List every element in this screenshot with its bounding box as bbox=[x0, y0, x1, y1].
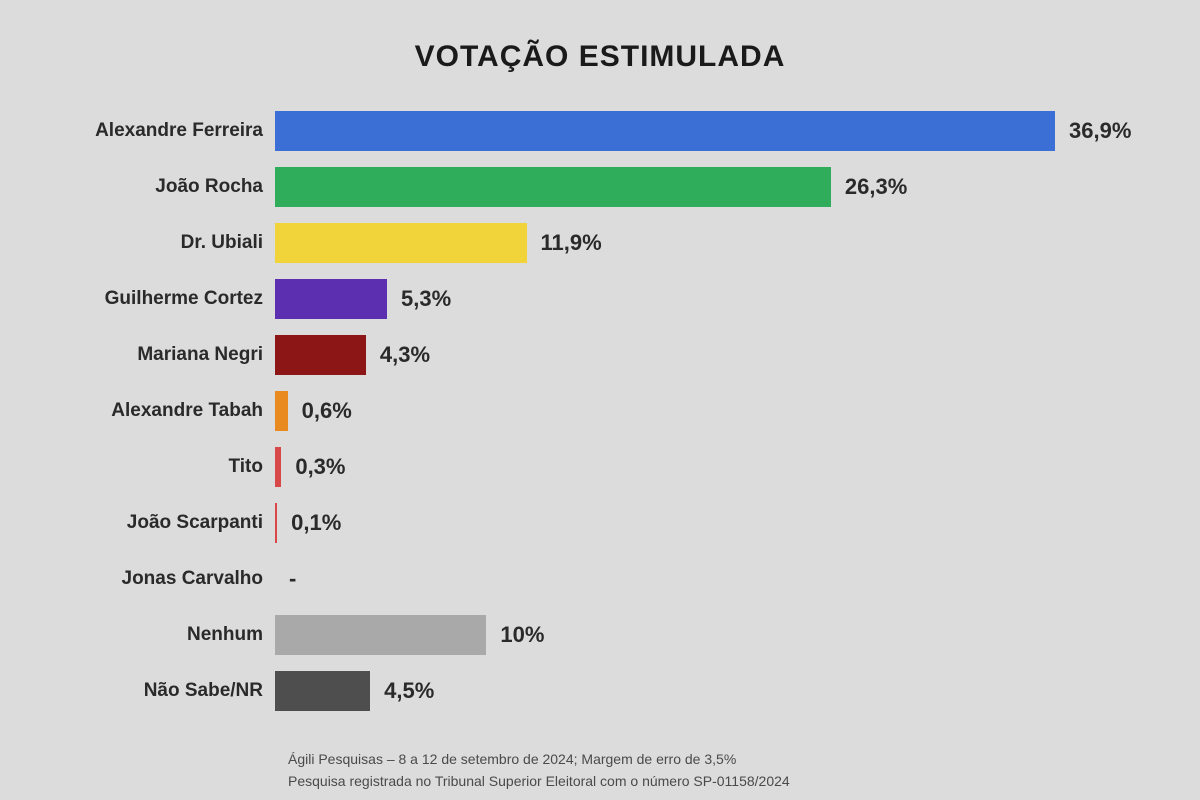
value-label: 4,3% bbox=[380, 342, 430, 368]
row-label: Alexandre Tabah bbox=[60, 400, 275, 422]
value-label: 36,9% bbox=[1069, 118, 1131, 144]
bar-zone: 4,3% bbox=[275, 333, 1055, 377]
row-label: Mariana Negri bbox=[60, 344, 275, 366]
value-label: 0,6% bbox=[302, 398, 352, 424]
bar bbox=[275, 615, 486, 655]
bar-zone: 0,3% bbox=[275, 445, 1055, 489]
value-label: 0,3% bbox=[295, 454, 345, 480]
chart-row: Nenhum 10% bbox=[60, 613, 1140, 657]
row-label: Alexandre Ferreira bbox=[60, 120, 275, 142]
row-label: Nenhum bbox=[60, 624, 275, 646]
value-label: 10% bbox=[500, 622, 544, 648]
row-label: Guilherme Cortez bbox=[60, 288, 275, 310]
value-label: 4,5% bbox=[384, 678, 434, 704]
footnote-line-1: Ágili Pesquisas – 8 a 12 de setembro de … bbox=[288, 748, 1140, 770]
chart-row: Guilherme Cortez 5,3% bbox=[60, 277, 1140, 321]
bar-zone: 5,3% bbox=[275, 277, 1055, 321]
chart-row: Tito 0,3% bbox=[60, 445, 1140, 489]
value-label: 26,3% bbox=[845, 174, 907, 200]
bar bbox=[275, 223, 527, 263]
bar-zone: 11,9% bbox=[275, 221, 1055, 265]
bar bbox=[275, 503, 277, 543]
chart-row: Dr. Ubiali 11,9% bbox=[60, 221, 1140, 265]
bar-zone: 0,6% bbox=[275, 389, 1055, 433]
value-label: 5,3% bbox=[401, 286, 451, 312]
value-label: 0,1% bbox=[291, 510, 341, 536]
bar bbox=[275, 335, 366, 375]
chart-rows: Alexandre Ferreira 36,9% João Rocha 26,3% Dr… bbox=[60, 109, 1140, 713]
row-label: Jonas Carvalho bbox=[60, 568, 275, 590]
bar bbox=[275, 447, 281, 487]
chart-row: Não Sabe/NR 4,5% bbox=[60, 669, 1140, 713]
chart-footnote: Ágili Pesquisas – 8 a 12 de setembro de … bbox=[288, 748, 1140, 793]
bar-zone: 36,9% bbox=[275, 109, 1131, 153]
bar bbox=[275, 279, 387, 319]
bar bbox=[275, 111, 1055, 151]
bar-zone: 26,3% bbox=[275, 165, 1055, 209]
bar-zone: 10% bbox=[275, 613, 1055, 657]
chart-row: Alexandre Tabah 0,6% bbox=[60, 389, 1140, 433]
row-label: Tito bbox=[60, 456, 275, 478]
row-label: João Scarpanti bbox=[60, 512, 275, 534]
bar-zone: 4,5% bbox=[275, 669, 1055, 713]
poll-chart: VOTAÇÃO ESTIMULADA Alexandre Ferreira 36,… bbox=[0, 0, 1200, 800]
footnote-line-2: Pesquisa registrada no Tribunal Superior… bbox=[288, 770, 1140, 792]
chart-row: Mariana Negri 4,3% bbox=[60, 333, 1140, 377]
row-label: Não Sabe/NR bbox=[60, 680, 275, 702]
chart-title: VOTAÇÃO ESTIMULADA bbox=[60, 40, 1140, 74]
bar bbox=[275, 167, 831, 207]
bar-zone: - bbox=[275, 557, 1055, 601]
value-label: - bbox=[289, 566, 296, 592]
bar bbox=[275, 391, 288, 431]
bar bbox=[275, 671, 370, 711]
chart-row: Alexandre Ferreira 36,9% bbox=[60, 109, 1140, 153]
value-label: 11,9% bbox=[541, 230, 602, 256]
row-label: Dr. Ubiali bbox=[60, 232, 275, 254]
bar-zone: 0,1% bbox=[275, 501, 1055, 545]
chart-row: João Rocha 26,3% bbox=[60, 165, 1140, 209]
chart-row: João Scarpanti 0,1% bbox=[60, 501, 1140, 545]
chart-row: Jonas Carvalho- bbox=[60, 557, 1140, 601]
row-label: João Rocha bbox=[60, 176, 275, 198]
